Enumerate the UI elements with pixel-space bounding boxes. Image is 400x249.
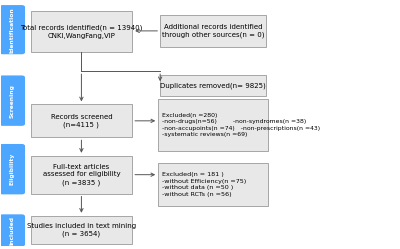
FancyBboxPatch shape (30, 216, 132, 244)
FancyBboxPatch shape (30, 104, 132, 137)
Text: Identification: Identification (10, 7, 15, 53)
FancyBboxPatch shape (30, 156, 132, 194)
FancyBboxPatch shape (160, 15, 266, 47)
FancyBboxPatch shape (158, 99, 268, 151)
Text: Additional records identified
through other sources(n = 0): Additional records identified through ot… (162, 24, 264, 38)
FancyBboxPatch shape (0, 75, 25, 126)
FancyBboxPatch shape (0, 5, 25, 54)
Text: Total records identified(n = 13940)
CNKI,WangFang,VIP: Total records identified(n = 13940) CNKI… (20, 24, 143, 39)
Text: Duplicates removed(n= 9825): Duplicates removed(n= 9825) (160, 82, 266, 89)
FancyBboxPatch shape (158, 163, 268, 206)
Text: Full-text articles
assessed for eligibility
(n =3835 ): Full-text articles assessed for eligibil… (43, 164, 120, 186)
Text: Excluded(n = 181 )
-without Efficiency(n =75)
-without data (n =50 )
-without RC: Excluded(n = 181 ) -without Efficiency(n… (162, 172, 246, 196)
Text: Included: Included (10, 216, 15, 245)
FancyBboxPatch shape (30, 11, 132, 52)
FancyBboxPatch shape (0, 214, 25, 247)
Text: Records screened
(n=4115 ): Records screened (n=4115 ) (51, 114, 112, 128)
Text: Studies included in text mining
(n = 3654): Studies included in text mining (n = 365… (27, 223, 136, 237)
Text: Eligibility: Eligibility (10, 153, 15, 185)
Text: Screening: Screening (10, 84, 15, 118)
Text: Excluded(n =280)
-non-drugs(n=56)        -non-syndromes(n =38)
-non-accupoints(n: Excluded(n =280) -non-drugs(n=56) -non-s… (162, 113, 320, 137)
FancyBboxPatch shape (160, 75, 266, 96)
FancyBboxPatch shape (0, 144, 25, 194)
